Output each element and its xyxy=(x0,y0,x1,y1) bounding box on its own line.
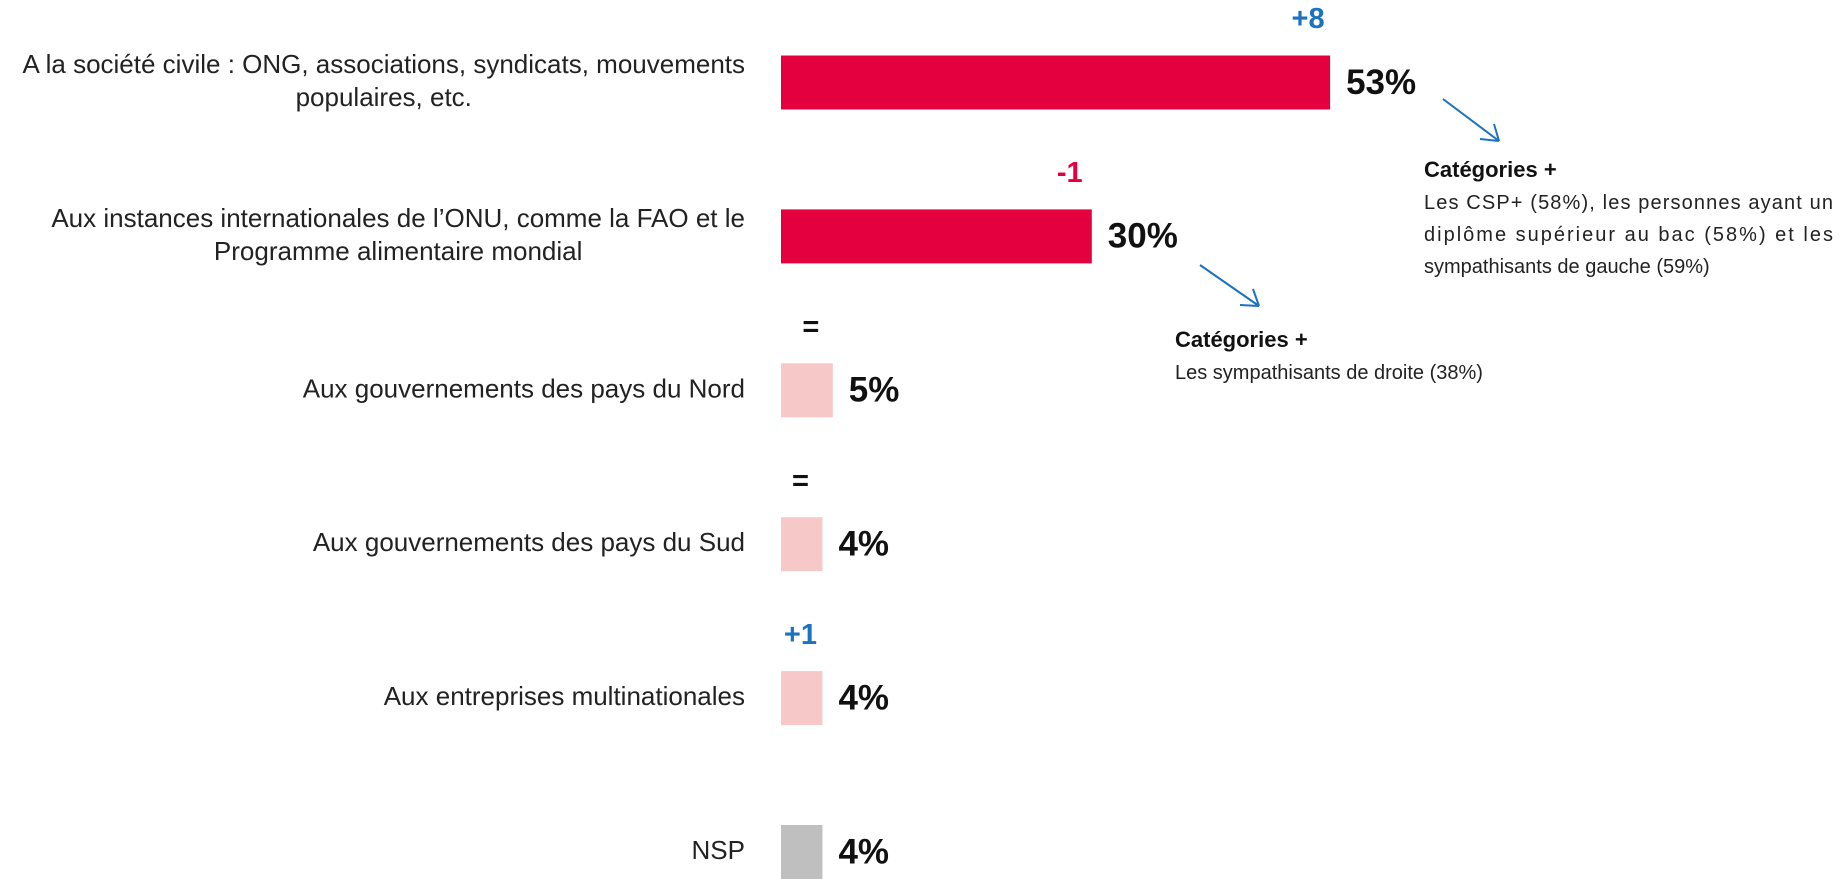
change-label: = xyxy=(792,465,809,497)
annotation-text: Les sympathisants de droite (38%) xyxy=(1175,362,1483,384)
category-label: Aux instances internationales de l’ONU, … xyxy=(51,203,745,266)
arrow xyxy=(1442,98,1500,142)
category-label: A la société civile : ONG, associations,… xyxy=(22,49,745,112)
value-label: 4% xyxy=(838,524,889,563)
value-label: 30% xyxy=(1108,217,1178,256)
change-label: = xyxy=(802,311,819,343)
bar xyxy=(781,55,1331,110)
change-label: +1 xyxy=(784,619,817,651)
annotation-title: Catégories + xyxy=(1424,157,1557,182)
bar xyxy=(781,363,833,418)
value-label: 5% xyxy=(849,371,900,410)
value-label: 4% xyxy=(838,678,889,717)
change-label: -1 xyxy=(1057,157,1083,189)
annotation-text: Les CSP+ (58%), les personnes ayant un di… xyxy=(1424,192,1833,278)
category-label: NSP xyxy=(692,835,745,865)
category-label: Aux gouvernements des pays du Sud xyxy=(313,527,745,557)
value-label: 4% xyxy=(838,832,889,871)
value-label: 53% xyxy=(1346,63,1416,102)
category-label: Aux gouvernements des pays du Nord xyxy=(303,373,745,403)
category-label: Aux entreprises multinationales xyxy=(384,681,745,711)
arrow xyxy=(1199,264,1260,307)
bar xyxy=(781,209,1092,264)
bar xyxy=(781,671,823,726)
change-label: +8 xyxy=(1292,3,1325,35)
annotation-title: Catégories + xyxy=(1175,327,1308,352)
bar xyxy=(781,517,823,572)
arrows xyxy=(1199,98,1500,307)
bar xyxy=(781,825,823,879)
